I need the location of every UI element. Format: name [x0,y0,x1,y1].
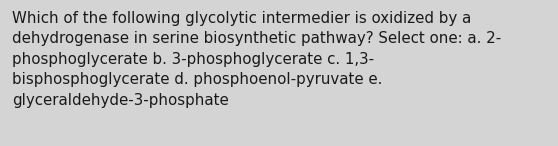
Text: Which of the following glycolytic intermedier is oxidized by a
dehydrogenase in : Which of the following glycolytic interm… [12,11,501,108]
